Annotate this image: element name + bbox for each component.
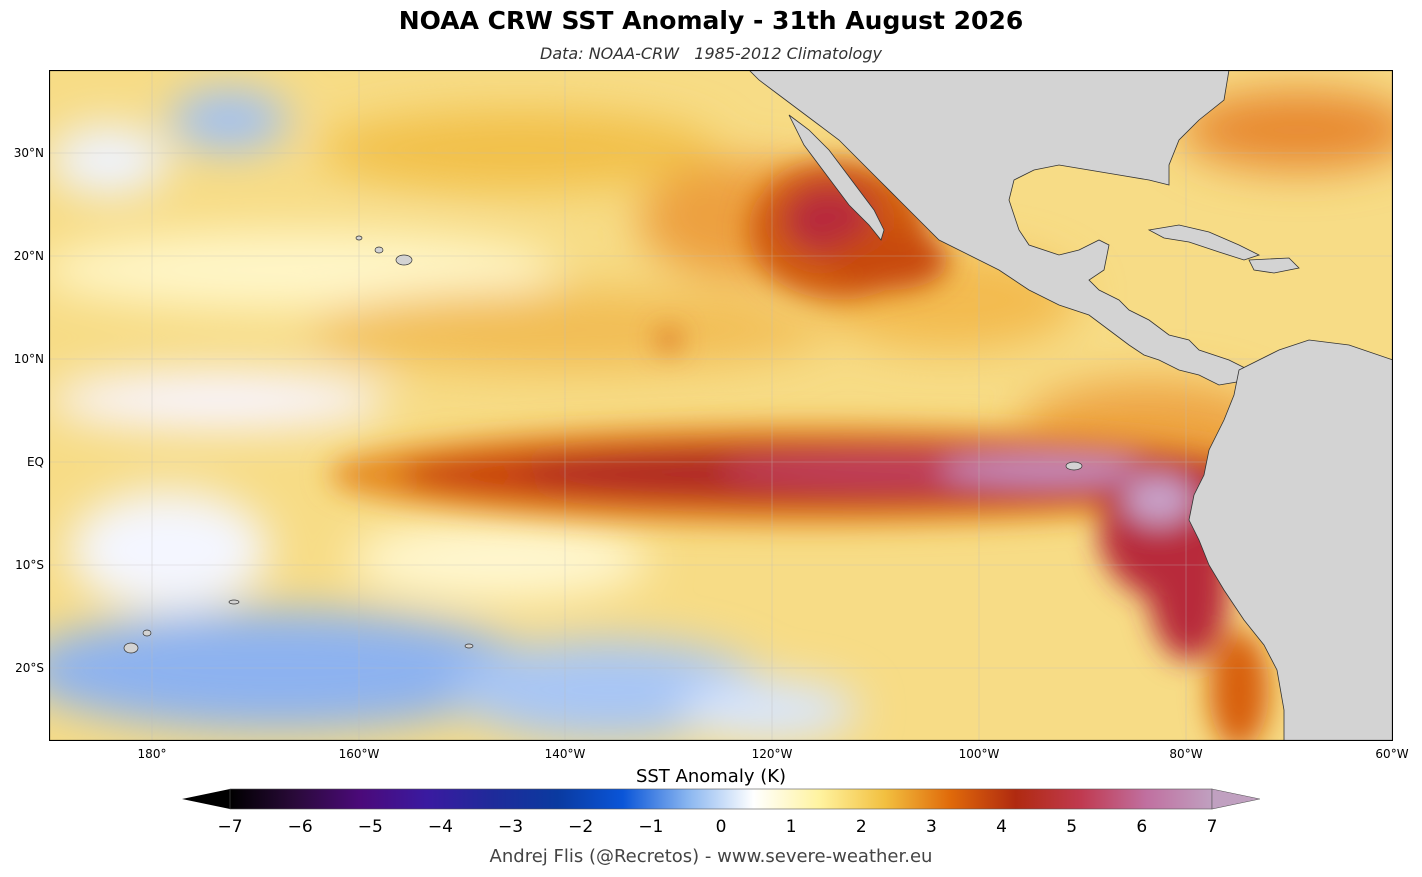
lat-label-30n: 30°N (13, 146, 44, 160)
colorbar-min-arrow (182, 789, 230, 809)
colorbar-tick: −4 (427, 817, 453, 837)
north-america-land (748, 70, 1250, 386)
author-credit: Andrej Flis (@Recretos) - www.severe-wea… (489, 846, 933, 867)
lat-label-eq: EQ (26, 455, 44, 469)
pacific-islands (123, 235, 1083, 654)
colorbar-gradient (229, 788, 1213, 810)
colorbar-tick: 5 (1066, 817, 1078, 837)
lon-label-60w: 60°W (1375, 747, 1409, 761)
lon-label-100w: 100°W (958, 747, 1000, 761)
south-america-land (1188, 339, 1393, 741)
colorbar-tick: 2 (855, 817, 867, 837)
baja-california-land (788, 114, 885, 241)
graticule (49, 70, 1393, 741)
map-frame (49, 70, 1393, 741)
lon-label-80w: 80°W (1169, 747, 1203, 761)
colorbar-tick: 4 (996, 817, 1007, 837)
sst-anomaly-map (49, 70, 1393, 741)
cuba-land (1147, 224, 1261, 261)
lon-label-120w: 120°W (751, 747, 793, 761)
colorbar-tick: 6 (1136, 817, 1148, 837)
lat-label-20s: 20°S (15, 661, 44, 675)
map-subtitle: Data: NOAA-CRW 1985-2012 Climatology (540, 44, 882, 63)
colorbar-tick: −6 (287, 817, 313, 837)
lat-label-10s: 10°S (15, 558, 44, 572)
colorbar-tick: −5 (357, 817, 383, 837)
map-title: NOAA CRW SST Anomaly - 31th August 2026 (398, 6, 1024, 35)
colorbar-tick: −3 (498, 817, 524, 837)
lat-label-20n: 20°N (13, 249, 44, 263)
lon-label-180: 180° (137, 747, 167, 761)
colorbar-tick: 7 (1206, 817, 1218, 837)
colorbar-tick: −1 (638, 817, 664, 837)
colorbar-tick: 3 (926, 817, 937, 837)
colorbar-tick: −2 (568, 817, 594, 837)
lon-label-160w: 160°W (338, 747, 380, 761)
lon-label-140w: 140°W (544, 747, 586, 761)
colorbar (182, 788, 1260, 810)
colorbar-tick: −7 (217, 817, 243, 837)
map-canvas (49, 70, 1393, 741)
hispaniola-land (1248, 257, 1300, 274)
colorbar-tick: 0 (715, 817, 727, 837)
colorbar-title: SST Anomaly (K) (635, 766, 787, 787)
colorbar-tick: 1 (785, 817, 797, 837)
lat-label-10n: 10°N (13, 352, 44, 366)
colorbar-max-arrow (1211, 788, 1260, 810)
